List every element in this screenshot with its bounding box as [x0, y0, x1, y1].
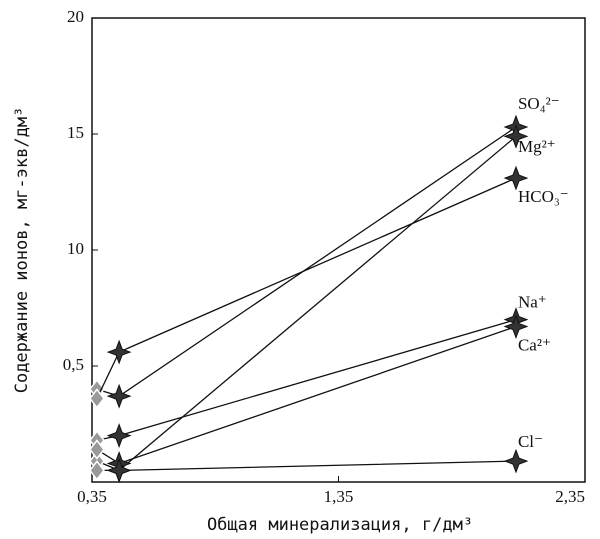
diamond-marker	[88, 460, 105, 481]
series-label: Mg²⁺	[518, 137, 556, 156]
star-marker	[503, 448, 529, 474]
star-marker	[503, 123, 529, 149]
series-line	[96, 177, 517, 399]
star-marker	[106, 423, 132, 449]
y-tick-label: 15	[67, 123, 84, 142]
series-label: Na⁺	[518, 293, 547, 312]
x-axis-title: Общая минерализация, г/дм³	[207, 515, 473, 535]
plot-frame	[91, 17, 586, 483]
star-marker	[503, 165, 529, 191]
x-tick-label: 2,35	[555, 487, 585, 506]
diamond-marker	[88, 439, 105, 460]
star-marker	[106, 383, 132, 409]
series-label: Ca²⁺	[518, 335, 551, 354]
series-line	[96, 126, 517, 397]
series-line	[96, 135, 517, 472]
series-label: HCO₃⁻	[518, 187, 569, 206]
y-axis-title: Содержание ионов, мг-экв/дм³	[12, 107, 32, 394]
series-line	[96, 460, 516, 472]
series-line	[96, 318, 517, 441]
star-marker	[106, 457, 132, 483]
y-tick-label: 20	[67, 7, 84, 26]
series-line	[96, 325, 517, 465]
diamond-marker	[88, 388, 105, 409]
series-label: Cl⁻	[518, 432, 543, 451]
y-tick-label: 0,5	[63, 355, 84, 374]
x-tick-label: 0,35	[77, 487, 107, 506]
star-marker	[503, 314, 529, 339]
series-label: SO₄²⁻	[518, 94, 560, 113]
star-marker	[106, 339, 132, 365]
y-tick-label: 10	[67, 239, 84, 258]
x-tick-label: 1,35	[324, 487, 354, 506]
